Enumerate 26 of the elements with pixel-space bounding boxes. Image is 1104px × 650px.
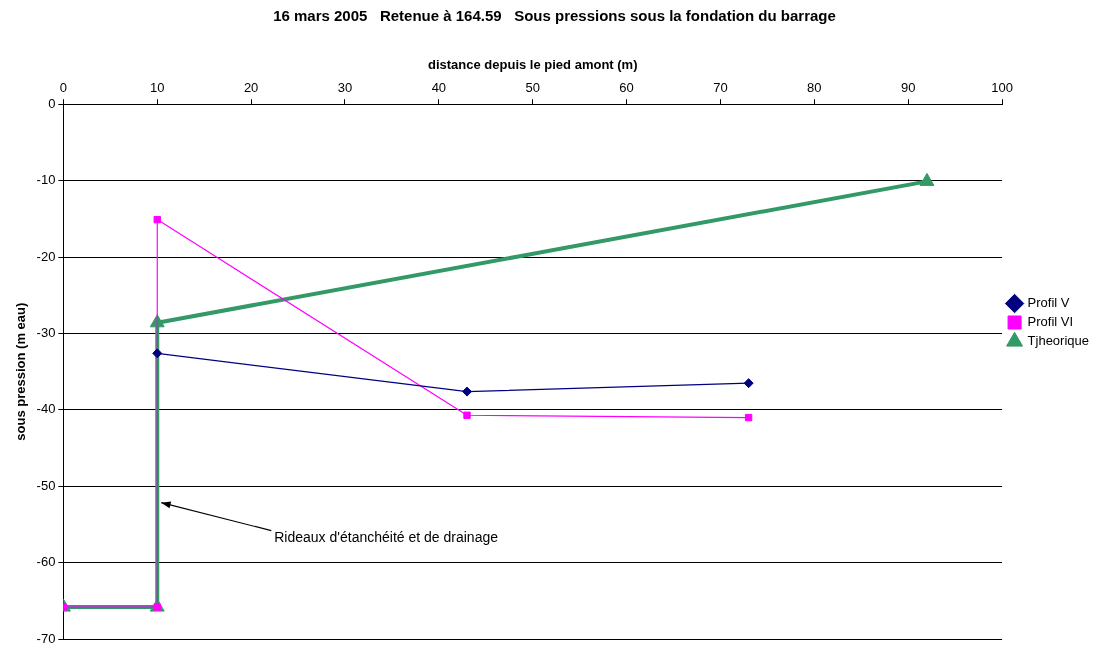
x-tick-label: 100: [991, 79, 1013, 95]
legend-label: Profil VI: [1027, 314, 1074, 330]
x-tick-label: 10: [150, 79, 165, 95]
x-tick-label: 40: [431, 79, 447, 95]
annotation: Rideaux d'étanchéité et de drainage: [274, 529, 499, 546]
y-tick-label: -20: [36, 248, 56, 264]
y-tick-label: -30: [36, 325, 56, 341]
y-axis-title: sous pression (m eau): [13, 302, 29, 441]
y-tick-label: -50: [36, 477, 56, 493]
x-tick-label: 20: [243, 79, 259, 95]
x-tick-label: 0: [59, 79, 68, 95]
x-tick-label: 80: [807, 79, 822, 95]
y-tick-label: 0: [48, 95, 56, 111]
x-tick-label: 90: [900, 79, 916, 95]
legend-label: Profil V: [1027, 295, 1070, 311]
x-tick-label: 30: [337, 79, 353, 95]
legend-label: Tjheorique: [1027, 333, 1090, 349]
y-tick-label: -40: [36, 401, 56, 417]
x-axis-title: distance depuis le pied amont (m): [427, 57, 638, 73]
x-tick-label: 60: [619, 79, 634, 95]
y-tick-label: -70: [36, 630, 56, 646]
y-tick-label: -10: [36, 172, 56, 188]
y-tick-label: -60: [36, 554, 56, 570]
x-tick-label: 50: [525, 79, 540, 95]
x-tick-label: 70: [713, 79, 728, 95]
chart-title: 16 mars 2005 Retenue à 164.59 Sous pressions sous la fondation du barrage: [273, 7, 836, 25]
